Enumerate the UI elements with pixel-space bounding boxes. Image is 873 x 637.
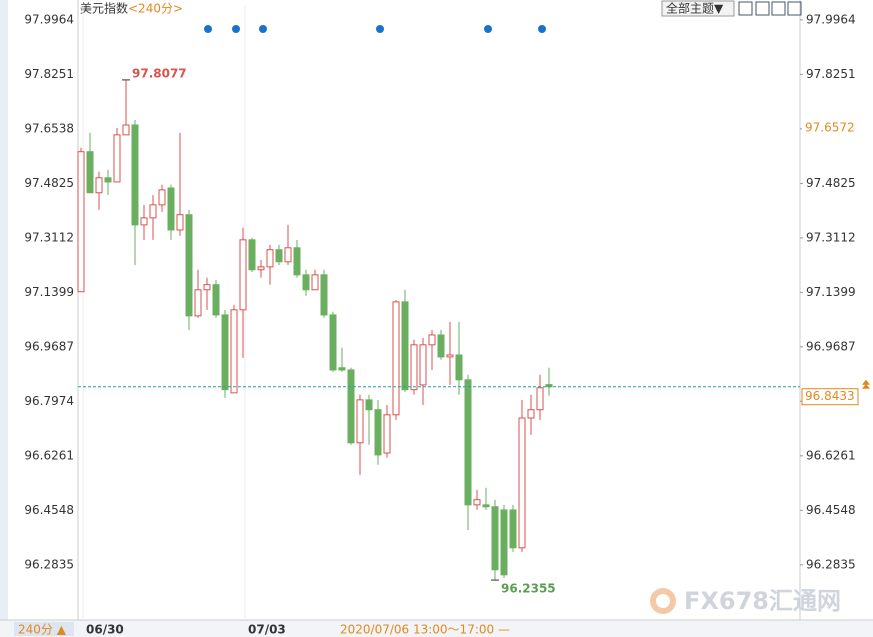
y2-tick-label: 97.8251 (806, 67, 856, 81)
reference-price-label: 97.6572 (805, 120, 855, 134)
y2-tick-label: 97.3112 (806, 230, 856, 244)
candle-body (257, 266, 265, 271)
x-tick-label: 06/30 (86, 623, 124, 637)
y2-tick-label: 96.2835 (806, 557, 856, 571)
candle-body (428, 334, 436, 346)
side-strip (0, 0, 8, 620)
current-price-label: 96.8433 (805, 389, 855, 403)
candle-body (221, 314, 229, 391)
candle-body (176, 214, 184, 231)
candle-body (329, 314, 337, 371)
y2-tick-label: 96.9687 (806, 339, 856, 353)
candle-body (455, 354, 463, 381)
y-tick-label: 97.4825 (24, 176, 74, 190)
candle-body (248, 239, 256, 271)
y2-tick-label: 97.9964 (806, 12, 856, 26)
candle-body (419, 344, 427, 386)
candle-body (86, 151, 94, 194)
theme-menu-box[interactable] (661, 0, 735, 17)
candle-body (401, 301, 409, 391)
theme-menu[interactable]: 全部主题▼ (666, 1, 724, 16)
y-tick-label: 96.9687 (24, 339, 74, 353)
candle-body (131, 124, 139, 226)
period-button-box[interactable] (14, 622, 74, 636)
candle-body (347, 369, 355, 444)
y-tick-label: 96.6261 (24, 448, 74, 462)
candle-body (104, 177, 112, 183)
candle-body (509, 509, 517, 549)
candle-body (293, 247, 301, 276)
candle-body (158, 189, 166, 206)
candle-body (212, 284, 220, 316)
candle-body (311, 274, 319, 291)
candle-body (185, 214, 193, 317)
candle-body (167, 187, 175, 231)
candle-body (365, 399, 373, 411)
candle-body (392, 301, 400, 416)
candle-body (77, 151, 85, 293)
candle-body (500, 509, 508, 576)
candle-body (518, 417, 526, 549)
candle-body (149, 204, 157, 219)
y-tick-label: 97.3112 (24, 230, 74, 244)
candle-body (464, 379, 472, 506)
candle-body (338, 367, 346, 371)
candle-body (527, 409, 535, 419)
current-price-box (801, 388, 859, 406)
y2-tick-label: 96.6261 (806, 448, 856, 462)
candle-body (320, 274, 328, 316)
candle-body (536, 387, 544, 411)
y-tick-label: 97.8251 (24, 67, 74, 81)
y-tick-label: 96.4548 (24, 503, 74, 517)
period-label[interactable]: <240分> (128, 2, 183, 16)
candle-body (491, 506, 499, 571)
candle-body (473, 499, 481, 506)
price-arrow (862, 379, 870, 389)
candle-body (194, 289, 202, 317)
watermark-logo-inner (656, 594, 670, 608)
candle-body (446, 354, 454, 358)
candle-body (275, 249, 283, 263)
candle-body (374, 409, 382, 456)
event-markers[interactable] (204, 25, 546, 33)
status: 2020/07/06 13:00～17:00 — (340, 623, 510, 637)
candle-body (122, 124, 130, 136)
min-label: 96.2355 (501, 582, 556, 596)
candle-body (140, 217, 148, 226)
candle-body (230, 309, 238, 394)
y2-tick-label: 97.4825 (806, 176, 856, 190)
reference-price-box (802, 119, 858, 136)
candle-body (356, 399, 364, 444)
candle-body (95, 177, 103, 194)
candle-body (383, 414, 391, 454)
candle-body (284, 247, 292, 263)
candle-body (410, 344, 418, 391)
candle-body (302, 274, 310, 291)
y-tick-label: 97.6538 (24, 121, 74, 135)
candle-body (203, 284, 211, 291)
y-tick-label: 96.7974 (24, 394, 74, 408)
candle-body (239, 239, 247, 311)
x-tick-label: 07/03 (248, 623, 286, 637)
toolbar-icons[interactable] (738, 1, 802, 16)
bottom-bar (0, 620, 873, 637)
candle-body (113, 134, 121, 183)
chart-title: 美元指数 (80, 1, 128, 16)
y-tick-label: 96.2835 (24, 557, 74, 571)
y2-tick-label: 96.4548 (806, 503, 856, 517)
candle-body (266, 249, 274, 268)
y2-tick-label: 97.1399 (806, 285, 856, 299)
candle-body (437, 334, 445, 358)
watermark: FX678汇通网 (684, 587, 841, 615)
max-label: 97.8077 (132, 66, 187, 80)
y-tick-label: 97.9964 (24, 12, 74, 26)
y-tick-label: 97.1399 (24, 285, 74, 299)
candle-body (482, 504, 490, 508)
period-button[interactable]: 240分 ▲ (18, 623, 67, 637)
